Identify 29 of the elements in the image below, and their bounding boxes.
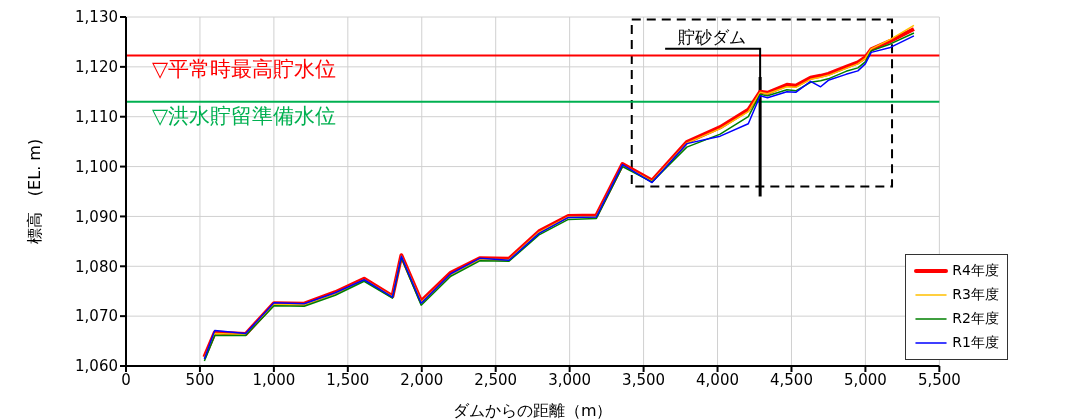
legend-label: R4年度 [952, 262, 999, 280]
x-tick-label: 3,000 [548, 370, 592, 389]
y-tick-label: 1,070 [75, 307, 118, 326]
y-tick-label: 1,110 [75, 108, 118, 127]
ref-line-label: ▽平常時最高貯水位 [152, 57, 337, 82]
x-tick-label: 5,500 [917, 370, 961, 389]
x-tick-label: 4,000 [696, 370, 740, 389]
legend-label: R2年度 [952, 310, 999, 328]
y-axis-title: 標高 (EL. m) [24, 138, 44, 245]
annotation: 貯砂ダム [678, 26, 747, 47]
ref-line-label: ▽洪水貯留準備水位 [152, 103, 337, 128]
y-tick-label: 1,100 [75, 157, 118, 176]
y-tick-label: 1,120 [75, 58, 118, 77]
y-tick-label: 1,090 [75, 207, 118, 226]
y-tick-label: 1,080 [75, 257, 118, 276]
y-tick-label: 1,130 [75, 8, 118, 27]
x-tick-label: 2,500 [474, 370, 518, 389]
x-axis-title: ダムからの距離（m） [452, 401, 613, 420]
legend-label: R1年度 [952, 334, 999, 352]
x-tick-label: 1,000 [252, 370, 296, 389]
x-tick-label: 2,000 [400, 370, 444, 389]
x-tick-label: 3,500 [622, 370, 666, 389]
x-tick-label: 1,500 [326, 370, 370, 389]
x-tick-label: 500 [185, 370, 215, 389]
x-tick-label: 4,500 [770, 370, 813, 389]
x-tick-label: 5,000 [843, 370, 887, 389]
y-tick-label: 1,060 [75, 357, 118, 376]
legend-label: R3年度 [952, 286, 999, 304]
x-tick-label: 0 [121, 370, 131, 389]
